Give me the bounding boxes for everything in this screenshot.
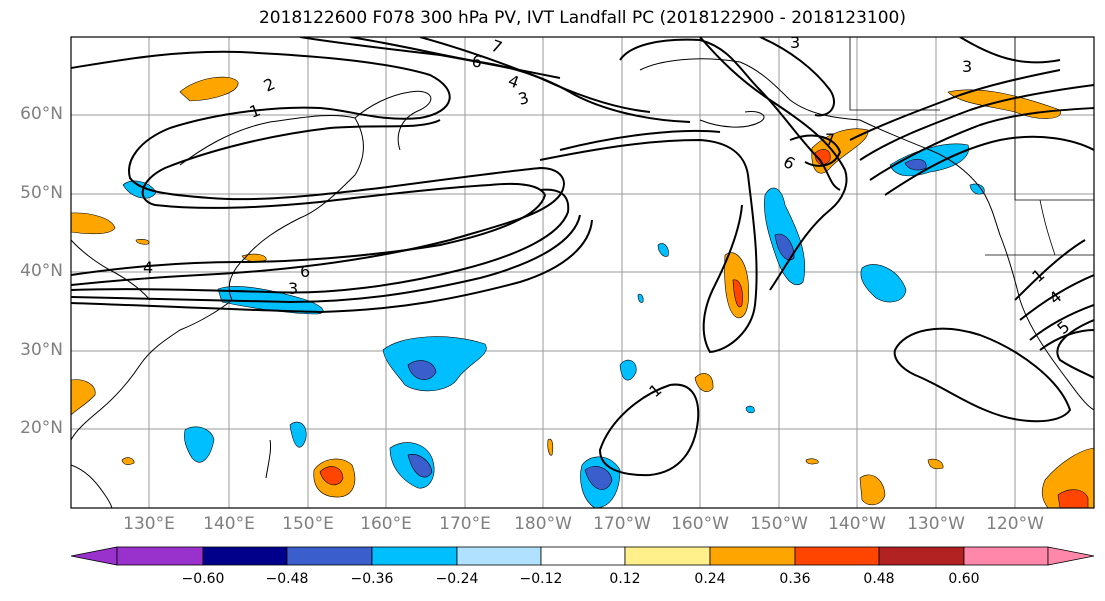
colorbar-tick-label: −0.12 <box>519 571 563 587</box>
shaded-anomalies <box>71 76 1094 508</box>
lon-label: 170°W <box>593 514 651 534</box>
colorbar-extend-low <box>70 546 118 566</box>
lon-label: 150°E <box>282 514 334 534</box>
lon-label: 160°W <box>671 514 729 534</box>
contour-label: 3 <box>516 88 531 109</box>
coastlines <box>71 58 1094 508</box>
contour-label: 1 <box>247 100 263 121</box>
contour-label: 5 <box>1053 317 1073 338</box>
contour-label: 3 <box>790 33 800 52</box>
contour-label: 2 <box>261 74 278 96</box>
colorbar <box>70 546 1095 566</box>
contour-label: 7 <box>825 130 835 149</box>
lat-label: 30°N <box>20 340 63 360</box>
map-title: 2018122600 F078 300 hPa PV, IVT Landfall… <box>258 8 906 28</box>
colorbar-tick-label: 0.12 <box>609 571 641 587</box>
contour-label: 6 <box>780 152 798 174</box>
contour-label: 7 <box>489 36 505 57</box>
contour-label: 6 <box>300 262 310 281</box>
colorbar-tick-label: 0.60 <box>948 571 980 587</box>
colorbar-extend-high <box>1047 546 1095 566</box>
lon-label: 130°W <box>907 514 965 534</box>
map-frame <box>70 36 1095 509</box>
colorbar-tick-label: −0.24 <box>435 571 479 587</box>
lon-label: 170°E <box>439 514 491 534</box>
contour-label: 3 <box>288 279 298 298</box>
colorbar-tick-label: −0.60 <box>181 571 225 587</box>
lon-label: 180°W <box>514 514 572 534</box>
lon-label: 130°E <box>123 514 175 534</box>
lon-label: 140°W <box>828 514 886 534</box>
lon-label: 140°E <box>203 514 255 534</box>
lon-label: 150°W <box>750 514 808 534</box>
lon-label: 160°E <box>360 514 412 534</box>
colorbar-tick-label: −0.36 <box>350 571 394 587</box>
contour-label: 6 <box>470 51 483 71</box>
contour-labels: 2 1 6 7 3 4 3 6 4 3 6 3 7 1 1 4 5 <box>143 33 1073 401</box>
lat-label: 50°N <box>20 183 63 203</box>
colorbar-tick-label: 0.48 <box>863 571 895 587</box>
contour-label: 4 <box>143 258 153 277</box>
gridlines <box>71 37 1094 508</box>
contour-label: 3 <box>962 57 972 76</box>
lat-label: 40°N <box>20 261 63 281</box>
lat-label: 20°N <box>20 418 63 438</box>
pv-contours <box>71 37 1094 477</box>
political-borders <box>849 37 1094 256</box>
contour-label: 1 <box>645 380 665 401</box>
colorbar-tick-label: 0.36 <box>779 571 811 587</box>
colorbar-tick-label: −0.48 <box>265 571 309 587</box>
lon-label: 120°W <box>986 514 1044 534</box>
colorbar-tick-label: 0.24 <box>694 571 726 587</box>
lat-label: 60°N <box>20 104 63 124</box>
